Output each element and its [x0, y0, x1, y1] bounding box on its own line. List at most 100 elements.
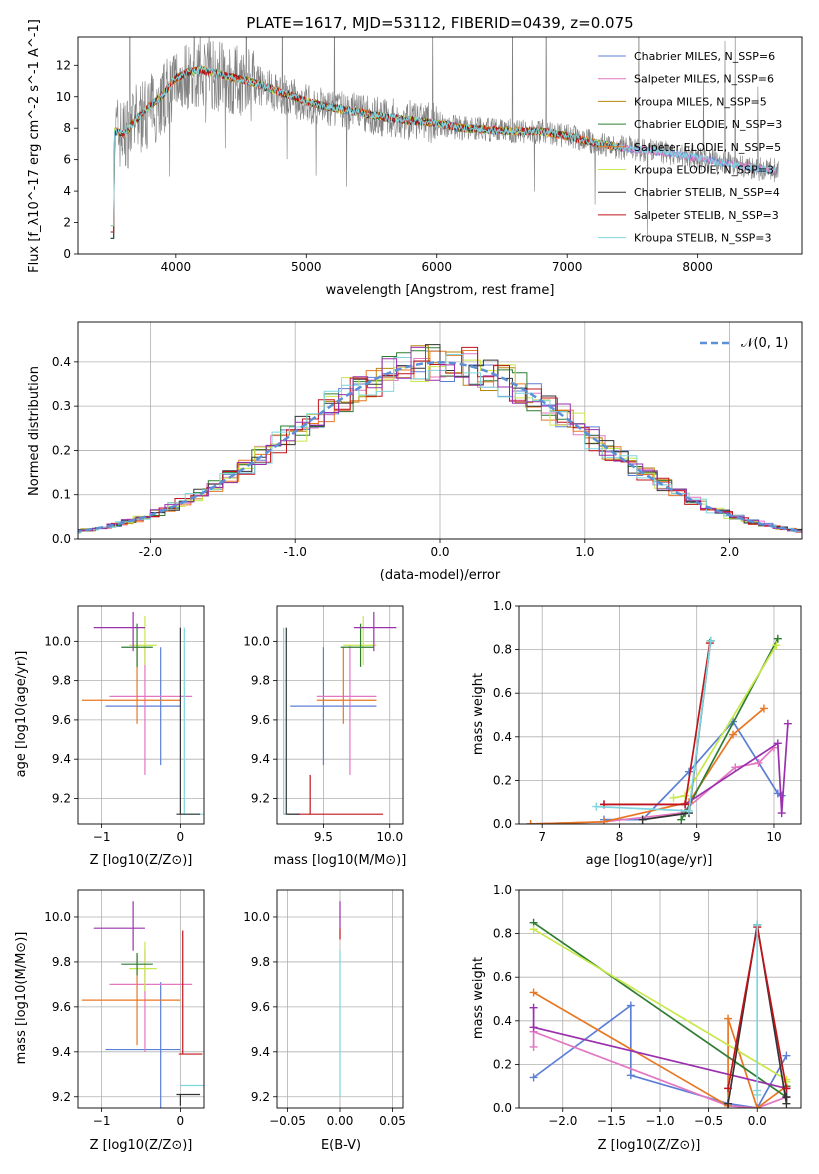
- x-tick-label: 7000: [552, 260, 583, 274]
- weight-line: [643, 641, 711, 820]
- y-tick-label: 10.0: [44, 634, 71, 648]
- x-tick-label: 4000: [161, 260, 192, 274]
- y-tick-label: 0.4: [52, 355, 71, 369]
- plot-area: [284, 612, 397, 814]
- y-tick-label: 9.2: [251, 1090, 270, 1104]
- y-tick-label: 9.6: [251, 1000, 270, 1014]
- spectrum-xlabel: wavelength [Angstrom, rest frame]: [326, 283, 555, 298]
- weight-line: [531, 748, 774, 824]
- weight-point: [782, 1052, 790, 1060]
- x-tick-label: 10.0: [376, 830, 403, 844]
- weight-point: [530, 1023, 538, 1031]
- x-tick-label: 8000: [682, 260, 713, 274]
- legend-label: Chabrier MILES, N_SSP=6: [634, 50, 775, 63]
- y-tick-label: 9.2: [52, 1090, 71, 1104]
- weight-point: [681, 792, 689, 800]
- spectrum-ylabel: Flux [f_λ10^-17 erg cm^-2 s^-1 A^-1]: [27, 19, 42, 273]
- z-age-ylabel: age [log10(age/yr)]: [14, 651, 29, 778]
- x-tick-label: 2.0: [720, 545, 739, 559]
- x-tick-label: 1.0: [575, 545, 594, 559]
- y-tick-label: 0.3: [52, 399, 71, 413]
- ebv-mass-xlabel: E(B-V): [321, 1138, 361, 1153]
- y-tick-label: 0.1: [52, 488, 71, 502]
- weight-point: [530, 1004, 538, 1012]
- y-tick-label: 0.6: [493, 970, 512, 984]
- x-tick-label: 0.05: [379, 1114, 406, 1128]
- x-tick-label: -2.0: [139, 545, 162, 559]
- z-mass-xlabel: Z [log10(Z/Z⊙)]: [90, 1138, 193, 1153]
- x-tick-label: 0: [177, 830, 185, 844]
- x-tick-label: −2.0: [548, 1114, 577, 1128]
- axes-frame: [78, 890, 204, 1108]
- x-tick-label: 9.5: [314, 830, 333, 844]
- y-tick-label: 1.0: [493, 883, 512, 897]
- x-tick-label: -1.0: [283, 545, 306, 559]
- weight-point: [627, 1071, 635, 1079]
- y-tick-label: 0.4: [493, 730, 512, 744]
- weight-point: [530, 925, 538, 933]
- weight-line: [596, 641, 710, 811]
- weight-point: [724, 1015, 732, 1023]
- y-tick-label: 0.2: [493, 1057, 512, 1071]
- y-tick-label: 0.0: [52, 532, 71, 546]
- weight-point: [774, 635, 782, 643]
- x-tick-label: −1: [93, 1114, 111, 1128]
- y-tick-label: 9.8: [251, 955, 270, 969]
- x-tick-label: 0.0: [748, 1114, 767, 1128]
- plot-area: [64, 345, 819, 534]
- axes-frame: [519, 606, 801, 824]
- age-weight-xlabel: age [log10(age/yr)]: [586, 853, 713, 868]
- y-tick-label: 0.8: [493, 643, 512, 657]
- z-mass-ylabel: mass [log10(M/M⊙)]: [14, 932, 29, 1065]
- legend-label: Chabrier ELODIE, N_SSP=3: [634, 118, 782, 131]
- y-tick-label: 9.6: [52, 1000, 71, 1014]
- y-tick-label: 10: [56, 90, 71, 104]
- gaussian-legend-label: 𝒩(0, 1): [741, 336, 788, 351]
- y-tick-label: 0.8: [493, 927, 512, 941]
- z-weight-ylabel: mass weight: [471, 957, 486, 1039]
- weight-point: [677, 816, 685, 824]
- z-age-xlabel: Z [log10(Z/Z⊙)]: [90, 853, 193, 868]
- spectrum-title: PLATE=1617, MJD=53112, FIBERID=0439, z=0…: [246, 14, 633, 32]
- x-tick-label: −1.0: [645, 1114, 674, 1128]
- y-tick-label: 10.0: [243, 634, 270, 648]
- spectrum-panel: PLATE=1617, MJD=53112, FIBERID=0439, z=0…: [27, 0, 802, 298]
- plot-area: [527, 635, 792, 828]
- legend-label: Chabrier STELIB, N_SSP=4: [634, 186, 780, 199]
- weight-point: [530, 1043, 538, 1051]
- y-tick-label: 12: [56, 58, 71, 72]
- mass-age-xlabel: mass [log10(M/M⊙)]: [274, 853, 407, 868]
- y-tick-label: 0.0: [493, 1101, 512, 1115]
- weight-point: [530, 988, 538, 996]
- x-tick-label: −0.5: [694, 1114, 723, 1128]
- mass-age-panel: 9.5 10.0 9.2 9.4 9.6 9.8 10.0 mass [log10(M/M⊙…: [243, 606, 406, 868]
- y-tick-label: 10.0: [243, 910, 270, 924]
- x-tick-label: 6000: [421, 260, 452, 274]
- legend-label: Salpeter MILES, N_SSP=6: [634, 73, 774, 86]
- age-weight-ylabel: mass weight: [471, 673, 486, 755]
- y-tick-label: 9.2: [251, 791, 270, 805]
- y-tick-label: 9.4: [251, 752, 270, 766]
- legend-label: Kroupa ELODIE, N_SSP=3: [634, 164, 774, 177]
- axes-frame: [277, 606, 403, 824]
- y-tick-label: 9.6: [251, 713, 270, 727]
- weight-point: [670, 794, 678, 802]
- x-tick-label: 0.00: [327, 1114, 354, 1128]
- residual-ylabel: Normed distribution: [27, 366, 42, 496]
- y-tick-label: 9.8: [52, 674, 71, 688]
- y-tick-label: 9.4: [52, 752, 71, 766]
- y-tick-label: 0.2: [493, 773, 512, 787]
- axes-frame: [78, 606, 204, 824]
- spectrum-legend: Chabrier MILES, N_SSP=6 Salpeter MILES, N…: [598, 50, 782, 245]
- weight-point: [592, 803, 600, 811]
- legend-label: Salpeter ELODIE, N_SSP=5: [634, 141, 781, 154]
- y-tick-label: 9.8: [251, 674, 270, 688]
- z-weight-xlabel: Z [log10(Z/Z⊙)]: [598, 1138, 701, 1153]
- y-tick-label: 6: [63, 153, 71, 167]
- x-tick-label: −0.05: [269, 1114, 306, 1128]
- legend-label: Kroupa STELIB, N_SSP=3: [634, 232, 772, 245]
- y-tick-label: 9.2: [52, 791, 71, 805]
